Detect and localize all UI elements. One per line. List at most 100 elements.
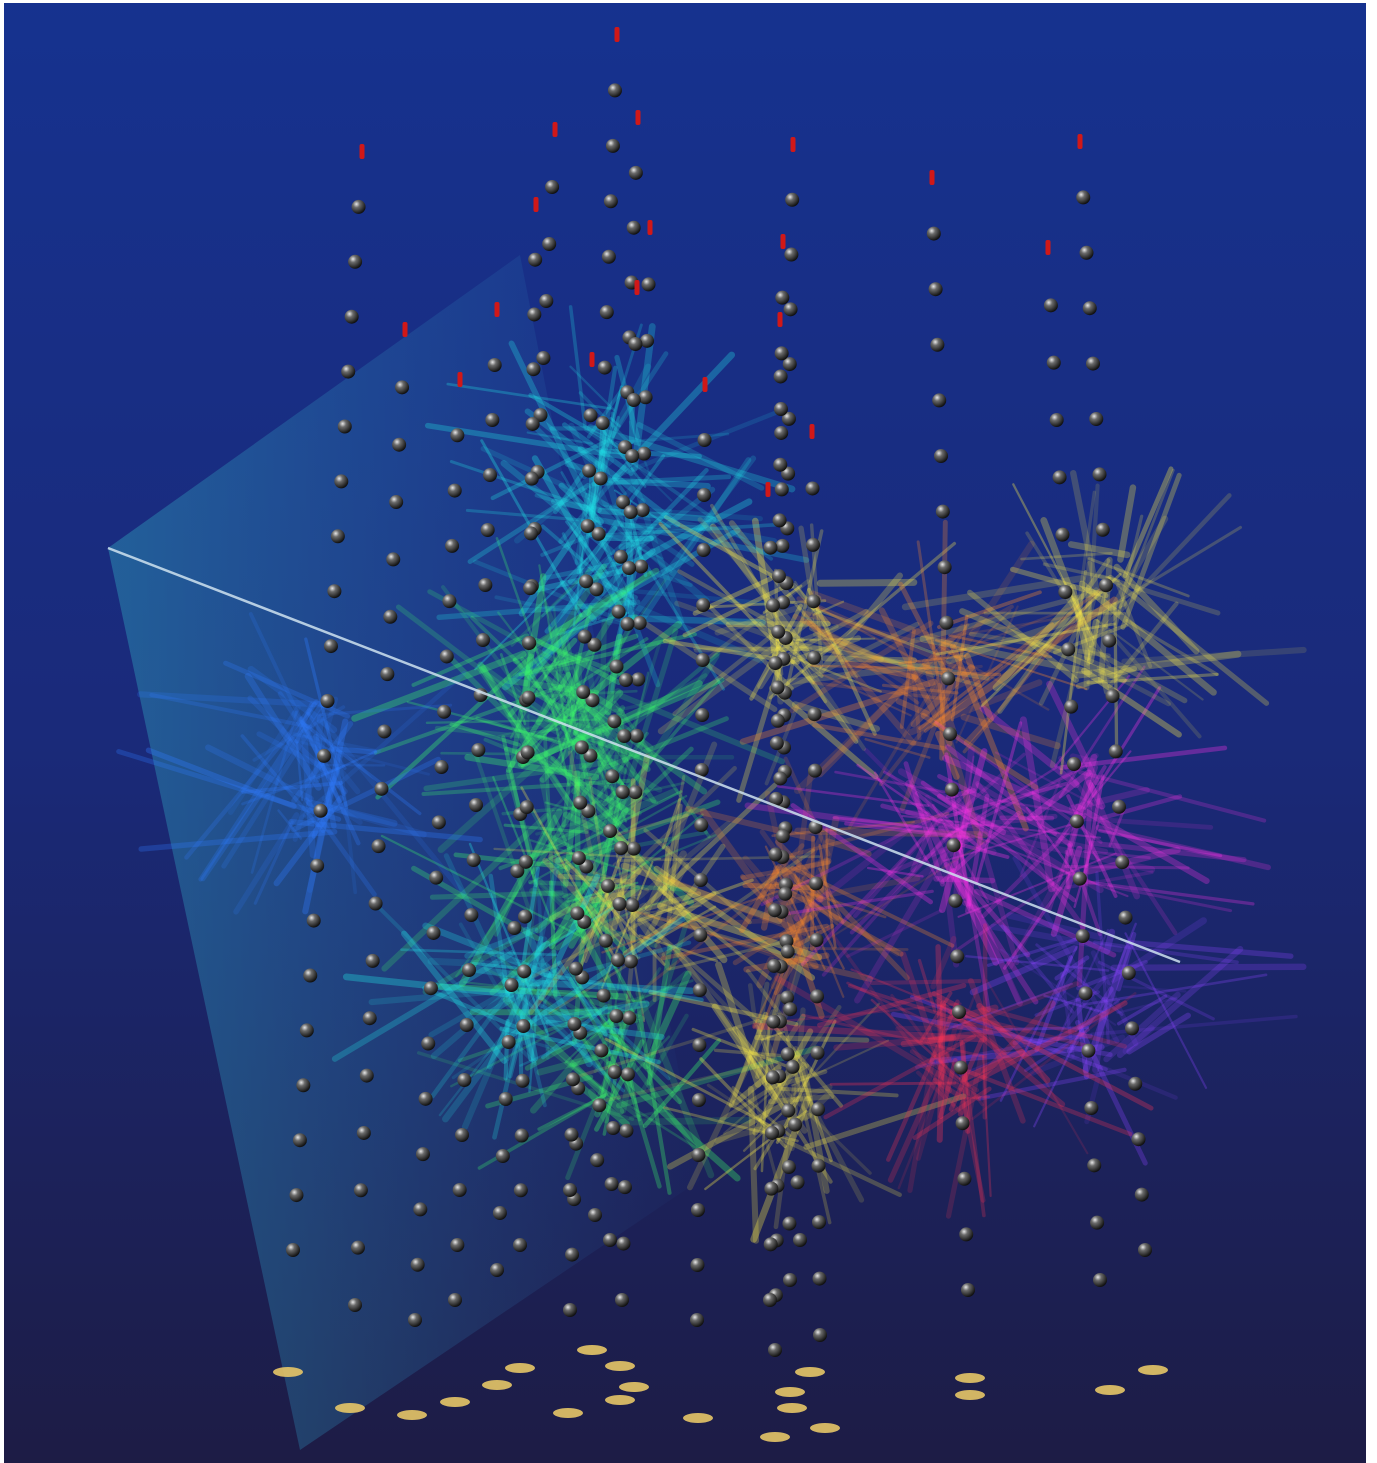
hit-light-ray <box>779 830 826 921</box>
hit-light-ray <box>1116 994 1168 1026</box>
hit-light-ray <box>1095 824 1271 871</box>
surface-station <box>577 1345 607 1355</box>
optical-sensor <box>1138 1243 1152 1257</box>
hit-light-ray <box>494 809 556 937</box>
hit-light-ray <box>808 624 884 663</box>
hit-light-ray <box>1085 846 1181 875</box>
hit-light-ray <box>184 698 319 860</box>
hit-light-ray <box>793 642 953 795</box>
hit-light-ray <box>792 1002 880 1096</box>
optical-sensor <box>583 748 598 763</box>
hit-light-ray <box>979 705 1080 789</box>
hit-light-ray <box>754 1035 870 1043</box>
hit-light-ray <box>628 1108 668 1120</box>
hit-light-ray <box>512 657 627 789</box>
hit-light-ray <box>886 999 960 1162</box>
optical-sensor <box>356 1125 371 1140</box>
hit-light-ray <box>963 1019 1007 1056</box>
hit-light-ray <box>539 777 571 911</box>
optical-sensor <box>592 1098 607 1113</box>
hit-light-ray <box>607 477 711 490</box>
hit-light-ray <box>583 897 614 963</box>
hit-light-ray <box>636 861 690 953</box>
optical-sensor <box>536 351 551 365</box>
hit-light-ray <box>575 1006 601 1012</box>
optical-sensor <box>1064 699 1079 714</box>
hit-light-ray <box>542 519 621 654</box>
optical-sensor <box>770 680 785 695</box>
hit-light-ray <box>747 983 758 1029</box>
optical-sensor <box>487 358 502 372</box>
optical-sensor <box>327 584 342 599</box>
hit-light-ray <box>909 586 1113 645</box>
surface-station <box>775 1387 805 1397</box>
hit-light-ray <box>596 766 616 796</box>
optical-sensor <box>539 294 554 308</box>
hit-light-ray <box>986 935 1086 967</box>
hit-light-ray <box>304 637 349 810</box>
optical-sensor <box>1099 578 1113 593</box>
hit-light-ray <box>620 522 713 531</box>
hit-light-ray <box>818 867 845 924</box>
optical-sensor <box>790 1175 805 1190</box>
hit-light-ray <box>1114 514 1144 629</box>
optical-sensor <box>763 1237 778 1252</box>
hit-light-ray <box>739 678 938 745</box>
optical-sensor <box>542 237 557 251</box>
hit-light-ray <box>306 711 347 770</box>
hit-light-ray <box>547 591 628 723</box>
hit-light-ray <box>954 664 983 671</box>
hit-light-ray <box>856 763 935 819</box>
hit-light-ray <box>574 1012 781 1079</box>
hit-light-ray <box>714 599 820 636</box>
optical-sensor <box>573 795 588 810</box>
optical-sensor <box>568 961 583 976</box>
hit-light-ray <box>774 882 904 957</box>
hit-light-ray <box>1082 973 1268 1006</box>
hit-light-ray <box>576 415 620 575</box>
hit-light-ray <box>588 888 642 904</box>
string-top-marker <box>809 424 815 439</box>
muon-track <box>107 546 1181 964</box>
hit-light-ray <box>538 778 584 824</box>
hit-light-ray <box>854 822 965 1004</box>
optical-sensor <box>501 1035 516 1049</box>
hit-light-ray <box>1073 821 1100 908</box>
hit-light-ray <box>782 660 944 686</box>
optical-sensor <box>695 653 710 667</box>
hit-light-ray <box>381 812 550 972</box>
hit-light-ray <box>584 583 765 664</box>
hit-light-ray <box>652 873 676 927</box>
hit-light-ray <box>980 572 1122 708</box>
optical-sensor <box>563 1183 577 1197</box>
hit-light-ray <box>565 520 609 575</box>
optical-sensor <box>775 829 790 844</box>
optical-sensor <box>545 180 560 194</box>
optical-sensor <box>597 360 612 375</box>
hit-light-ray <box>1055 928 1109 1044</box>
hit-light-ray <box>450 1012 592 1088</box>
hit-light-ray <box>944 781 1069 819</box>
optical-sensor <box>600 878 615 893</box>
optical-sensor <box>696 598 711 612</box>
hit-light-ray <box>1034 955 1074 1053</box>
hit-light-ray <box>301 734 317 859</box>
hit-light-ray <box>537 940 551 952</box>
hit-light-ray <box>626 901 733 1014</box>
optical-sensor <box>1086 356 1100 371</box>
hit-light-ray <box>778 1086 899 1098</box>
hit-light-ray <box>1121 646 1307 665</box>
surface-station <box>440 1397 470 1407</box>
hit-light-ray <box>1076 959 1148 991</box>
hit-light-ray <box>1088 840 1247 863</box>
hit-light-ray <box>313 713 324 783</box>
hit-light-ray <box>1012 483 1095 639</box>
hit-light-ray <box>449 460 594 511</box>
hit-light-ray <box>503 1018 510 1081</box>
hit-light-ray <box>803 1093 967 1150</box>
hit-light-ray <box>498 841 567 871</box>
optical-sensor <box>599 305 614 320</box>
optical-sensor <box>767 903 782 918</box>
hit-light-ray <box>792 768 814 895</box>
hit-light-ray <box>766 858 832 880</box>
